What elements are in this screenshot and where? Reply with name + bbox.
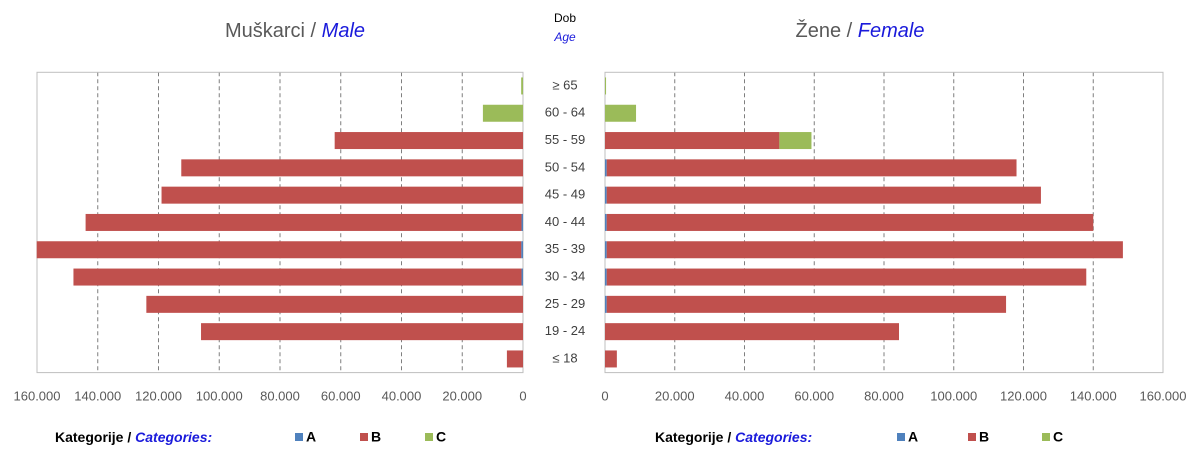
legend-title-local: Kategorije /	[655, 429, 731, 445]
bar-segment	[334, 132, 523, 150]
bar-segment	[521, 213, 523, 231]
category-label: 30 - 34	[545, 268, 585, 283]
bar-segment	[482, 104, 523, 122]
legend-label: C	[436, 429, 446, 445]
title-english: Male	[322, 20, 365, 42]
bar-segment	[605, 104, 637, 122]
title-english: Female	[858, 20, 925, 42]
title-local: Žene /	[796, 19, 853, 42]
x-tick-label: 0	[601, 388, 608, 403]
bar-segment	[161, 186, 523, 204]
category-label: 40 - 44	[545, 214, 585, 229]
bar-segment	[605, 159, 607, 177]
x-tick-label: 140.000	[74, 388, 121, 403]
x-tick-label: 60.000	[794, 388, 834, 403]
bar-segment	[605, 241, 607, 259]
x-tick-label: 100.000	[930, 388, 977, 403]
category-label: 60 - 64	[545, 105, 585, 120]
legend-title: Kategorije / Categories:	[655, 429, 812, 445]
legend-title-local: Kategorije /	[55, 429, 131, 445]
legend-swatch	[295, 433, 303, 441]
title-local: Muškarci /	[225, 20, 317, 42]
legend-title-english: Categories:	[735, 429, 812, 445]
category-label: 50 - 54	[545, 159, 585, 174]
legend-swatch	[968, 433, 976, 441]
legend-title-english: Categories:	[135, 429, 212, 445]
legend-swatch	[897, 433, 905, 441]
bar-segment	[779, 132, 812, 150]
bar-segment	[606, 295, 1007, 313]
x-tick-label: 160.000	[14, 388, 61, 403]
x-tick-label: 80.000	[864, 388, 904, 403]
bar-segment	[73, 268, 522, 286]
bar-segment	[201, 323, 523, 341]
x-tick-label: 40.000	[725, 388, 765, 403]
category-label: ≥ 65	[552, 77, 577, 92]
category-label: 35 - 39	[545, 241, 585, 256]
legend-swatch	[360, 433, 368, 441]
bar-segment	[605, 323, 899, 341]
x-tick-label: 140.000	[1070, 388, 1117, 403]
x-tick-label: 20.000	[655, 388, 695, 403]
bar-segment	[606, 268, 1087, 286]
chart-title: Žene / Female	[796, 19, 925, 42]
bar-segment	[606, 186, 1041, 204]
bar-segment	[506, 350, 523, 368]
category-label: 19 - 24	[545, 323, 585, 338]
legend-swatch	[1042, 433, 1050, 441]
bar-segment	[605, 186, 607, 204]
legend-label: A	[908, 429, 918, 445]
bar-segment	[605, 213, 607, 231]
bar-segment	[36, 241, 522, 259]
bar-segment	[521, 241, 523, 259]
bar-segment	[605, 132, 780, 150]
legend-label: B	[979, 429, 989, 445]
x-tick-label: 20.000	[442, 388, 482, 403]
x-tick-label: 60.000	[321, 388, 361, 403]
x-tick-label: 120.000	[135, 388, 182, 403]
bar-segment	[146, 295, 523, 313]
legend-swatch	[425, 433, 433, 441]
bar-segment	[606, 159, 1017, 177]
bar-segment	[85, 213, 522, 231]
x-tick-label: 120.000	[1000, 388, 1047, 403]
legend-label: C	[1053, 429, 1063, 445]
category-label: 55 - 59	[545, 132, 585, 147]
bar-segment	[521, 268, 523, 286]
bar-segment	[521, 77, 523, 95]
bar-segment	[181, 159, 523, 177]
legend-label: A	[306, 429, 316, 445]
bar-segment	[605, 350, 617, 368]
bar-segment	[605, 268, 607, 286]
category-label: 45 - 49	[545, 187, 585, 202]
center-label: Dob	[554, 11, 576, 25]
x-tick-label: 160.000	[1140, 388, 1187, 403]
legend-title: Kategorije / Categories:	[55, 429, 212, 445]
bar-segment	[606, 213, 1094, 231]
bar-segment	[605, 295, 607, 313]
x-tick-label: 40.000	[382, 388, 422, 403]
category-label: 25 - 29	[545, 296, 585, 311]
x-tick-label: 0	[519, 388, 526, 403]
legend-label: B	[371, 429, 381, 445]
x-tick-label: 100.000	[196, 388, 243, 403]
x-tick-label: 80.000	[260, 388, 300, 403]
category-label: ≤ 18	[552, 350, 577, 365]
bar-segment	[605, 77, 607, 95]
center-label-en: Age	[553, 30, 576, 44]
chart-title: Muškarci / Male	[225, 20, 365, 42]
bar-segment	[606, 241, 1123, 259]
